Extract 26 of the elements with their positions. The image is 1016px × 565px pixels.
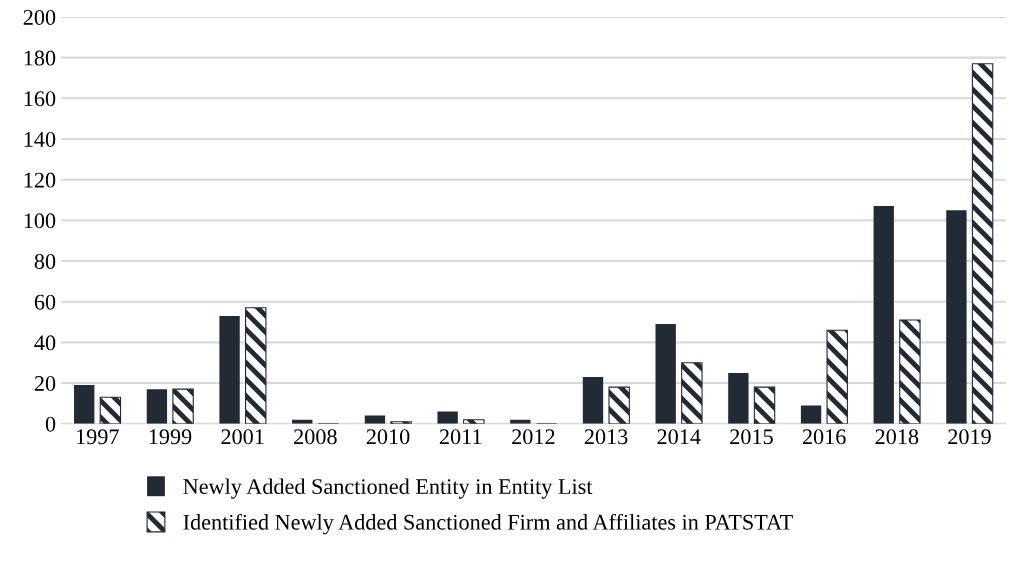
x-tick-label: 2008 [294, 429, 337, 445]
x-tick-label: 2014 [657, 429, 701, 445]
x-tick-label: 2010 [366, 429, 410, 445]
x-tick-label: 1999 [149, 429, 192, 445]
x-tick-label: 2019 [948, 429, 991, 445]
x-tick-label: 2016 [802, 429, 846, 445]
x-tick-label: 2012 [512, 429, 555, 445]
x-tick-label: 2013 [584, 429, 628, 445]
y-tick-label: 120 [24, 172, 56, 188]
y-tick-label: 100 [24, 213, 56, 229]
y-tick-label: 0 [45, 416, 56, 432]
y-tick-label: 160 [24, 91, 56, 107]
x-tick-label: 2011 [439, 429, 482, 445]
x-tick-label: 1997 [77, 429, 119, 445]
y-tick-label: 20 [34, 376, 56, 391]
y-tick-label: 60 [34, 294, 56, 310]
y-tick-label: 200 [23, 9, 56, 25]
y-tick-label: 180 [24, 50, 56, 66]
legend-label: Newly Added Sanctioned Entity in Entity List [183, 478, 593, 499]
y-tick-label: 80 [34, 253, 56, 269]
y-tick-label: 140 [24, 131, 56, 147]
x-tick-label: 2001 [221, 429, 264, 445]
x-tick-label: 2018 [875, 429, 919, 445]
legend-label: Identified Newly Added Sanctioned Firm and Affiliates in PATSTAT [183, 513, 793, 535]
y-tick-label: 40 [34, 335, 56, 351]
x-tick-label: 2015 [730, 429, 773, 445]
